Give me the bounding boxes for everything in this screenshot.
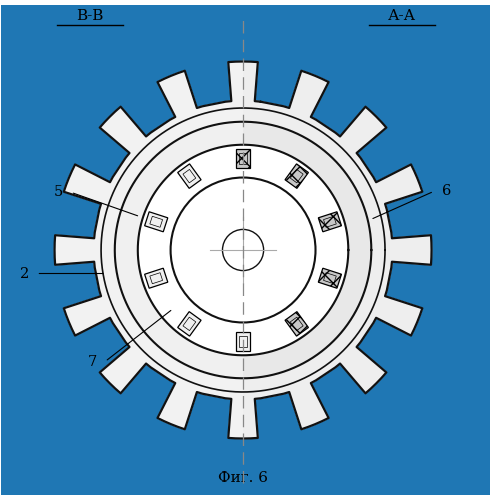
Wedge shape (243, 108, 385, 392)
Wedge shape (101, 108, 243, 392)
Circle shape (170, 178, 316, 322)
Bar (178, 164, 201, 188)
Bar (236, 332, 250, 351)
Bar (0, 5, 243, 495)
Wedge shape (115, 122, 243, 378)
Bar (239, 336, 247, 346)
Bar (285, 164, 308, 188)
Text: В-В: В-В (76, 10, 104, 24)
Bar (324, 272, 336, 283)
Bar (318, 212, 341, 232)
Bar (150, 216, 163, 228)
Polygon shape (55, 62, 432, 438)
Bar (178, 312, 201, 336)
Text: 5: 5 (54, 185, 63, 199)
Bar (150, 272, 163, 283)
Bar (324, 216, 336, 228)
Text: 2: 2 (20, 266, 29, 280)
Bar (145, 212, 168, 232)
Circle shape (138, 144, 348, 356)
Bar (236, 149, 250, 169)
Wedge shape (243, 122, 371, 378)
Circle shape (101, 108, 385, 392)
Bar (290, 317, 303, 330)
Bar (183, 170, 196, 183)
Text: А-А: А-А (388, 10, 416, 24)
Text: 7: 7 (88, 354, 97, 368)
Text: Фиг. 6: Фиг. 6 (218, 471, 268, 485)
Circle shape (222, 230, 264, 270)
Text: 6: 6 (441, 184, 451, 198)
Bar (239, 154, 247, 164)
Bar (318, 268, 341, 288)
Bar (145, 268, 168, 288)
Polygon shape (55, 62, 432, 438)
Polygon shape (55, 62, 432, 438)
Bar (183, 317, 196, 330)
Circle shape (115, 122, 371, 378)
Bar (285, 312, 308, 336)
Bar (243, 5, 491, 495)
Bar (290, 170, 303, 183)
